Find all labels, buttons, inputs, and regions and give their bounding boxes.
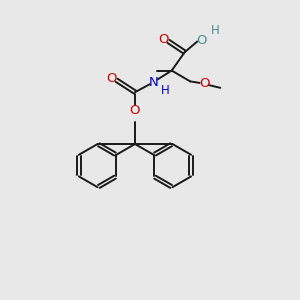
Text: O: O bbox=[130, 104, 140, 117]
Text: O: O bbox=[158, 33, 168, 46]
Text: O: O bbox=[196, 34, 207, 47]
Text: H: H bbox=[211, 24, 220, 37]
Text: O: O bbox=[199, 77, 209, 90]
Text: N: N bbox=[148, 76, 158, 89]
Text: O: O bbox=[106, 72, 116, 85]
Text: H: H bbox=[160, 84, 169, 97]
